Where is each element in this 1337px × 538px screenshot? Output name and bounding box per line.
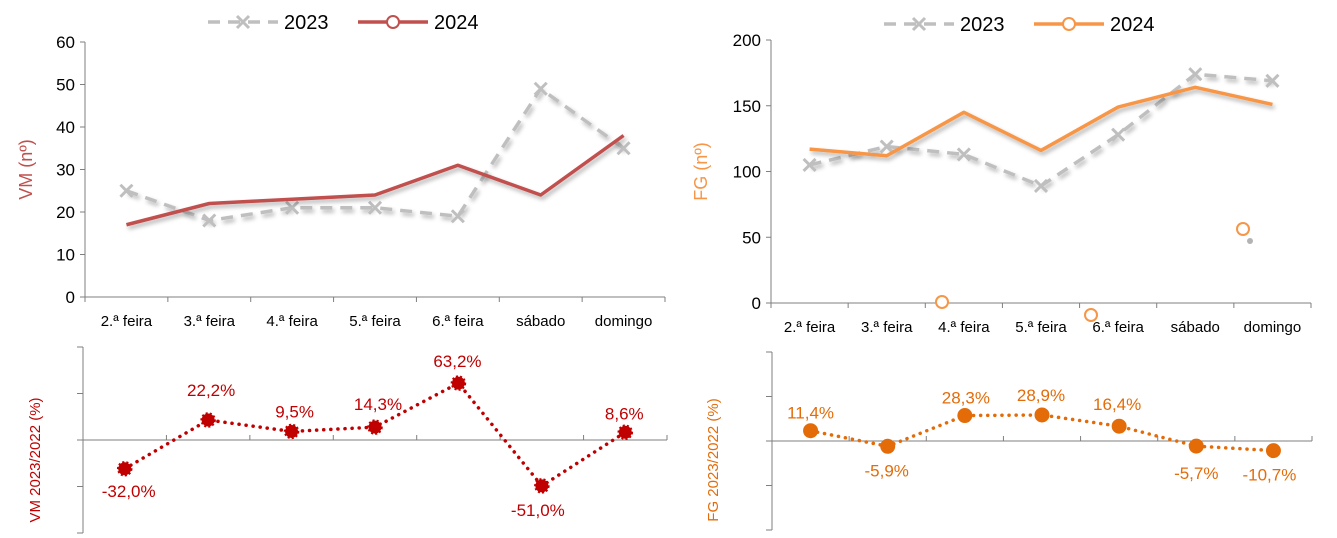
y-tick-label: 20 bbox=[56, 203, 75, 222]
series-2024-line bbox=[125, 134, 625, 227]
data-label: -32,0% bbox=[102, 482, 156, 501]
series-2023-point bbox=[1188, 67, 1203, 82]
x-tick-label: sábado bbox=[1171, 319, 1220, 336]
y-axis-title: FG (nº) bbox=[691, 142, 711, 201]
variation-point bbox=[1265, 443, 1281, 459]
y-tick-label: 50 bbox=[742, 228, 761, 247]
legend-2024-marker bbox=[386, 15, 400, 29]
series-2023-point bbox=[1111, 127, 1126, 142]
variation-point bbox=[1188, 438, 1204, 454]
x-tick-label: 2.ª feira bbox=[101, 313, 153, 330]
variation-point bbox=[367, 419, 383, 435]
stray-marker bbox=[1084, 308, 1098, 322]
series-2023-point bbox=[533, 81, 548, 96]
series-2023-point bbox=[802, 157, 817, 172]
data-label: 63,2% bbox=[433, 352, 481, 371]
fg-line-chart: 0 50 100 150 200 2.ª feira 3.ª feira 4.ª feira 5… bbox=[691, 14, 1312, 336]
x-tick-label: sábado bbox=[516, 313, 565, 330]
series-2023-point bbox=[1033, 178, 1049, 194]
y-tick-label: 0 bbox=[66, 288, 75, 307]
legend-2023-label: 2023 bbox=[960, 14, 1005, 36]
data-label: 28,3% bbox=[942, 389, 990, 408]
x-tick-label: 4.ª feira bbox=[938, 319, 990, 336]
series-2024-line bbox=[809, 85, 1273, 158]
y-tick-label: 50 bbox=[56, 76, 75, 95]
series-2023-point bbox=[616, 141, 631, 156]
y-tick-label: 10 bbox=[56, 246, 75, 265]
series-2023-point bbox=[879, 139, 894, 154]
stray-marker bbox=[935, 295, 949, 309]
y-tick-label: 30 bbox=[56, 161, 75, 180]
data-label: 14,3% bbox=[354, 395, 402, 414]
variation-point bbox=[1034, 407, 1050, 423]
x-tick-label: 5.ª feira bbox=[1015, 319, 1067, 336]
x-tick-label: 4.ª feira bbox=[266, 313, 318, 330]
y-axis-title: VM 2023/2022 (%) bbox=[27, 397, 44, 522]
series-2023-point bbox=[956, 147, 971, 162]
series-2023-line bbox=[125, 86, 625, 223]
data-label: -10,7% bbox=[1242, 466, 1296, 485]
legend-2023-marker bbox=[911, 16, 927, 32]
series-2023-point bbox=[1265, 73, 1280, 88]
stray-marker bbox=[1236, 222, 1250, 236]
variation-point bbox=[880, 438, 896, 454]
x-tick-label: domingo bbox=[595, 313, 653, 330]
x-tick-label: 3.ª feira bbox=[184, 313, 236, 330]
series-2023-point bbox=[450, 209, 465, 224]
fg-variation-chart: FG 2023/2022 (%) 11,4% -5,9% 28,3% 28,9% 16,4… bbox=[705, 351, 1313, 531]
variation-point bbox=[283, 423, 300, 440]
legend-2024-label: 2024 bbox=[1110, 14, 1155, 36]
y-tick-label: 100 bbox=[733, 163, 761, 182]
x-tick-label: 6.ª feira bbox=[1092, 319, 1144, 336]
variation-point bbox=[957, 408, 973, 424]
variation-point bbox=[534, 478, 550, 494]
x-tick-label: 2.ª feira bbox=[784, 319, 836, 336]
data-label: 22,2% bbox=[187, 381, 235, 400]
y-tick-label: 60 bbox=[56, 33, 75, 52]
series-2023-point bbox=[285, 200, 300, 215]
variation-point bbox=[116, 461, 133, 477]
variation-point bbox=[1111, 418, 1127, 434]
stray-shadow bbox=[1247, 238, 1253, 244]
y-tick-label: 150 bbox=[733, 97, 761, 116]
data-label: 8,6% bbox=[605, 404, 644, 423]
y-tick-label: 40 bbox=[56, 118, 75, 137]
y-tick-label: 200 bbox=[733, 31, 761, 50]
data-label: -51,0% bbox=[511, 501, 565, 520]
variation-point bbox=[803, 423, 819, 439]
variation-point bbox=[200, 412, 216, 428]
x-tick-label: domingo bbox=[1244, 319, 1302, 336]
y-axis-title: FG 2023/2022 (%) bbox=[705, 398, 722, 521]
data-label: 28,9% bbox=[1017, 386, 1065, 405]
x-tick-label: 5.ª feira bbox=[349, 313, 401, 330]
data-label: 9,5% bbox=[275, 402, 314, 421]
vm-variation-chart: VM 2023/2022 (%) -32,0% 22,2% 9,5% 14,3% 63,2… bbox=[27, 346, 668, 534]
data-label: -5,9% bbox=[865, 461, 909, 480]
legend-2024-marker bbox=[1062, 17, 1076, 31]
series-2023-point bbox=[202, 213, 217, 228]
legend-2023-marker bbox=[235, 14, 251, 30]
data-label: 11,4% bbox=[787, 404, 834, 423]
legend-2023-label: 2023 bbox=[284, 12, 329, 34]
x-tick-label: 3.ª feira bbox=[861, 319, 913, 336]
data-label: -5,7% bbox=[1174, 464, 1218, 483]
y-axis-title: VM (nº) bbox=[16, 139, 36, 200]
x-tick-label: 6.ª feira bbox=[432, 313, 484, 330]
vm-line-chart: 0 10 20 30 40 50 60 2.ª feira 3.ª feira 4.ª feira… bbox=[16, 12, 666, 330]
y-tick-label: 0 bbox=[752, 294, 761, 313]
legend-2024-label: 2024 bbox=[434, 12, 479, 34]
variation-point bbox=[617, 424, 634, 441]
series-2023-line bbox=[809, 72, 1273, 188]
series-2023-point bbox=[119, 183, 134, 198]
series-2023-point bbox=[367, 200, 383, 215]
data-label: 16,4% bbox=[1093, 395, 1141, 414]
variation-point bbox=[450, 375, 467, 391]
